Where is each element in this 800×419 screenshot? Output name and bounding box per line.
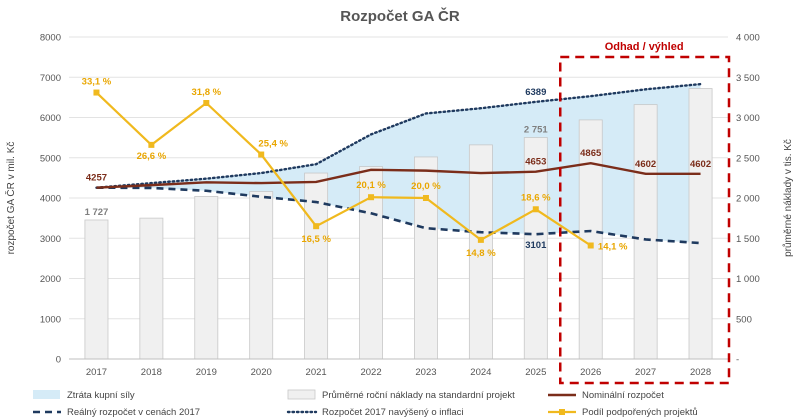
point-share-2026 [587, 242, 594, 249]
x-tick-2022: 2022 [360, 367, 381, 378]
data-labels: 1 727 2 751 4257 4653 4865 4602 4602 3101 6389 33… [82, 77, 711, 259]
chart-title: Rozpočet GA ČR [340, 7, 460, 25]
y-left-tick: 1000 [40, 314, 61, 325]
point-share-2023 [422, 195, 429, 201]
inflation-label-2025: 6389 [525, 87, 546, 98]
legend-swatch-area [33, 390, 60, 399]
share-label-2021: 16,5 % [301, 234, 331, 245]
nominal-label-2017: 4257 [86, 173, 107, 184]
y-left-tick: 3000 [40, 234, 61, 245]
y-left-tick: 0 [56, 355, 61, 366]
share-label-2023: 20,0 % [411, 181, 441, 192]
legend-label-share: Podíl podpořených projektů [582, 407, 698, 418]
y-right-tick: 4 000 [736, 33, 760, 44]
forecast-dashed-frame [559, 55, 731, 385]
point-share-2018 [148, 141, 155, 148]
legend-marker-share [559, 409, 565, 415]
forecast-label: Odhad / výhled [605, 41, 684, 53]
x-tick-2025: 2025 [525, 367, 546, 378]
bar-2018 [139, 217, 164, 360]
x-tick-2026: 2026 [580, 367, 601, 378]
y-right-tick: 1 000 [736, 274, 760, 285]
legend-label-inflation: Rozpočet 2017 navýšený o inflaci [322, 407, 464, 418]
y-right-tick: 500 [736, 314, 752, 325]
y-right-tick: 2 000 [736, 194, 760, 205]
share-label-2026: 14,1 % [598, 241, 628, 252]
nominal-label-2025: 4653 [525, 157, 546, 168]
x-tick-2028: 2028 [690, 367, 711, 378]
x-tick-2021: 2021 [306, 367, 327, 378]
share-label-2018: 26,6 % [137, 151, 167, 162]
legend-label-bar: Průměrné roční náklady na standardní pro… [322, 390, 515, 401]
bar-2020 [249, 191, 274, 360]
legend-label-nominal: Nominální rozpočet [582, 390, 664, 401]
bar-label-2025: 2 751 [524, 125, 548, 136]
y-left-tick: 7000 [40, 73, 61, 84]
bar-series [84, 88, 713, 360]
y-right-label: průměrné náklady v tis. Kč [782, 139, 794, 257]
x-tick-2024: 2024 [470, 367, 491, 378]
share-label-2020: 25,4 % [258, 139, 288, 150]
line-inflation-adjusted [95, 82, 702, 189]
point-share-2017 [93, 89, 100, 96]
nominal-label-2028: 4602 [690, 159, 711, 170]
bar-2028 [688, 88, 713, 360]
y-right-tick: - [736, 355, 739, 366]
nominal-label-2026: 4865 [580, 148, 602, 159]
x-tick-2019: 2019 [196, 367, 217, 378]
line-nominal-budget [96, 161, 701, 189]
real-label-2025: 3101 [525, 240, 547, 251]
axes: 2017 2018 2019 2020 2021 2022 2023 2024 2025 2026… [4, 33, 794, 379]
x-tick-2020: 2020 [251, 367, 272, 378]
y-right-tick: 1 500 [736, 234, 760, 245]
point-share-2020 [258, 151, 265, 158]
x-tick-2017: 2017 [86, 367, 107, 378]
share-label-2022: 20,1 % [356, 180, 386, 191]
x-tick-2023: 2023 [415, 367, 436, 378]
bar-label-2017: 1 727 [85, 207, 109, 218]
area-loss-of-purchasing-power [96, 84, 701, 244]
bar-2027 [633, 104, 658, 360]
legend-label-real: Reálný rozpočet v cenách 2017 [67, 407, 200, 418]
point-share-2021 [313, 223, 320, 230]
line-series [93, 82, 702, 249]
bar-2017 [84, 219, 109, 360]
legend-swatch-bar [287, 389, 316, 400]
share-label-2019: 31,8 % [192, 87, 222, 98]
point-share-2025 [532, 206, 539, 213]
legend-label-area: Ztráta kupní síly [67, 390, 135, 401]
y-left-tick: 5000 [40, 153, 61, 164]
line-share-supported [95, 91, 592, 247]
y-left-tick: 4000 [40, 194, 61, 205]
y-right-tick: 3 000 [736, 113, 760, 124]
point-share-2019 [203, 100, 210, 107]
bar-2019 [194, 195, 219, 360]
point-share-2024 [477, 236, 484, 243]
share-label-2017: 33,1 % [82, 77, 112, 88]
y-left-tick: 6000 [40, 113, 61, 124]
x-tick-2018: 2018 [141, 367, 162, 378]
legend: Ztráta kupní síly Průměrné roční náklady … [33, 389, 698, 418]
y-right-tick: 2 500 [736, 153, 760, 164]
y-right-tick: 3 500 [736, 73, 760, 84]
point-share-2022 [368, 194, 375, 201]
purchasing-power-loss-area [96, 84, 701, 244]
y-left-label: rozpočet GA ČR v mil. Kč [4, 142, 17, 255]
x-tick-2027: 2027 [635, 367, 656, 378]
nominal-label-2027: 4602 [635, 159, 656, 170]
line-real-budget [96, 186, 701, 245]
y-left-tick: 8000 [40, 33, 61, 44]
share-label-2024: 14,8 % [466, 248, 496, 259]
y-left-tick: 2000 [40, 274, 61, 285]
share-label-2025: 18,6 % [521, 192, 551, 203]
forecast-box: Odhad / výhled [559, 41, 731, 385]
